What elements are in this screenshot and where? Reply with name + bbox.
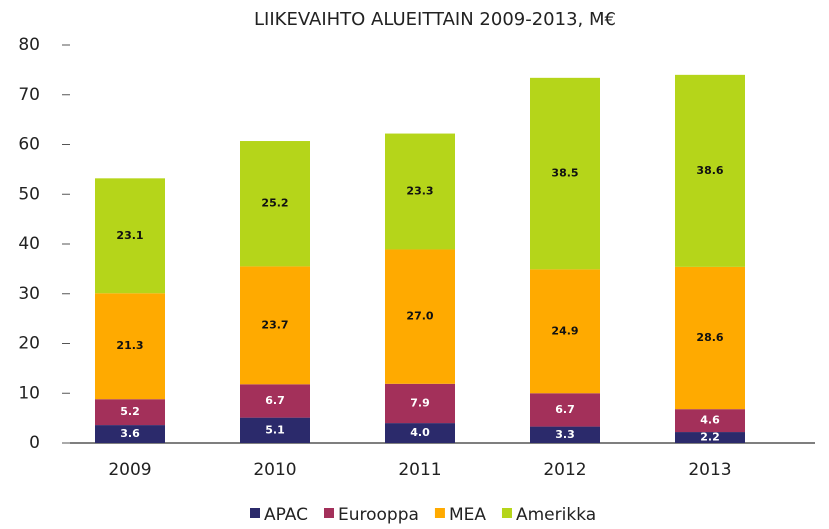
legend-label: Amerikka bbox=[516, 505, 596, 525]
bar-segment bbox=[530, 269, 600, 394]
bar-segment bbox=[95, 399, 165, 426]
x-tick-label: 2011 bbox=[398, 460, 441, 480]
value-label: 23.7 bbox=[261, 318, 288, 331]
value-label: 6.7 bbox=[555, 403, 575, 416]
legend-swatch bbox=[501, 508, 512, 518]
bar-segment bbox=[240, 266, 310, 385]
value-label: 5.2 bbox=[120, 405, 140, 418]
bar-segment bbox=[530, 426, 600, 443]
y-tick-label: 40 bbox=[18, 234, 40, 254]
value-label: 24.9 bbox=[551, 324, 578, 337]
value-label: 4.6 bbox=[700, 414, 720, 427]
value-label: 27.0 bbox=[406, 310, 433, 323]
bar-segment bbox=[240, 141, 310, 267]
value-label: 21.3 bbox=[116, 339, 143, 352]
bar-segment bbox=[385, 423, 455, 443]
value-label: 28.6 bbox=[696, 331, 723, 344]
y-tick-label: 70 bbox=[18, 85, 40, 105]
x-tick-label: 2009 bbox=[108, 460, 151, 480]
bar-segment bbox=[95, 178, 165, 294]
bar-segment bbox=[675, 266, 745, 410]
bar-segment bbox=[95, 425, 165, 443]
value-label: 3.6 bbox=[120, 427, 140, 440]
legend-label: MEA bbox=[449, 505, 486, 525]
y-tick-label: 20 bbox=[18, 334, 40, 354]
value-label: 38.6 bbox=[696, 164, 723, 177]
bar-segment bbox=[385, 133, 455, 250]
chart-title: LIIKEVAIHTO ALUEITTAIN 2009-2013, M€ bbox=[254, 9, 616, 30]
y-tick-label: 10 bbox=[18, 383, 40, 403]
value-label: 3.3 bbox=[555, 428, 575, 441]
bar-segment bbox=[240, 417, 310, 443]
legend-label: Eurooppa bbox=[338, 505, 419, 525]
legend-swatch bbox=[250, 508, 260, 518]
y-tick-label: 0 bbox=[29, 433, 40, 453]
value-label: 4.0 bbox=[410, 426, 430, 439]
y-tick-label: 60 bbox=[18, 135, 40, 155]
y-tick-label: 50 bbox=[18, 184, 40, 204]
y-tick-label: 30 bbox=[18, 284, 40, 304]
value-label: 5.1 bbox=[265, 423, 285, 436]
bar-segment bbox=[530, 393, 600, 427]
legend-swatch bbox=[324, 508, 334, 518]
value-label: 2.2 bbox=[700, 431, 720, 444]
value-label: 23.3 bbox=[406, 185, 433, 198]
bar-segment bbox=[530, 77, 600, 270]
bar-segment bbox=[240, 384, 310, 418]
bar-segment bbox=[675, 409, 745, 433]
value-label: 25.2 bbox=[261, 197, 288, 210]
value-label: 6.7 bbox=[265, 394, 285, 407]
bar-segment bbox=[675, 74, 745, 267]
value-label: 23.1 bbox=[116, 229, 143, 242]
value-label: 38.5 bbox=[551, 167, 578, 180]
x-tick-label: 2012 bbox=[543, 460, 586, 480]
y-tick-label: 80 bbox=[18, 35, 40, 55]
bar-segment bbox=[385, 383, 455, 424]
legend-label: APAC bbox=[264, 505, 308, 525]
bar-segment bbox=[385, 249, 455, 384]
bar-segment bbox=[675, 432, 745, 443]
bar-segment bbox=[95, 293, 165, 400]
legend-swatch bbox=[434, 508, 445, 518]
x-tick-label: 2010 bbox=[253, 460, 296, 480]
x-tick-label: 2013 bbox=[688, 460, 731, 480]
value-label: 7.9 bbox=[410, 396, 430, 409]
